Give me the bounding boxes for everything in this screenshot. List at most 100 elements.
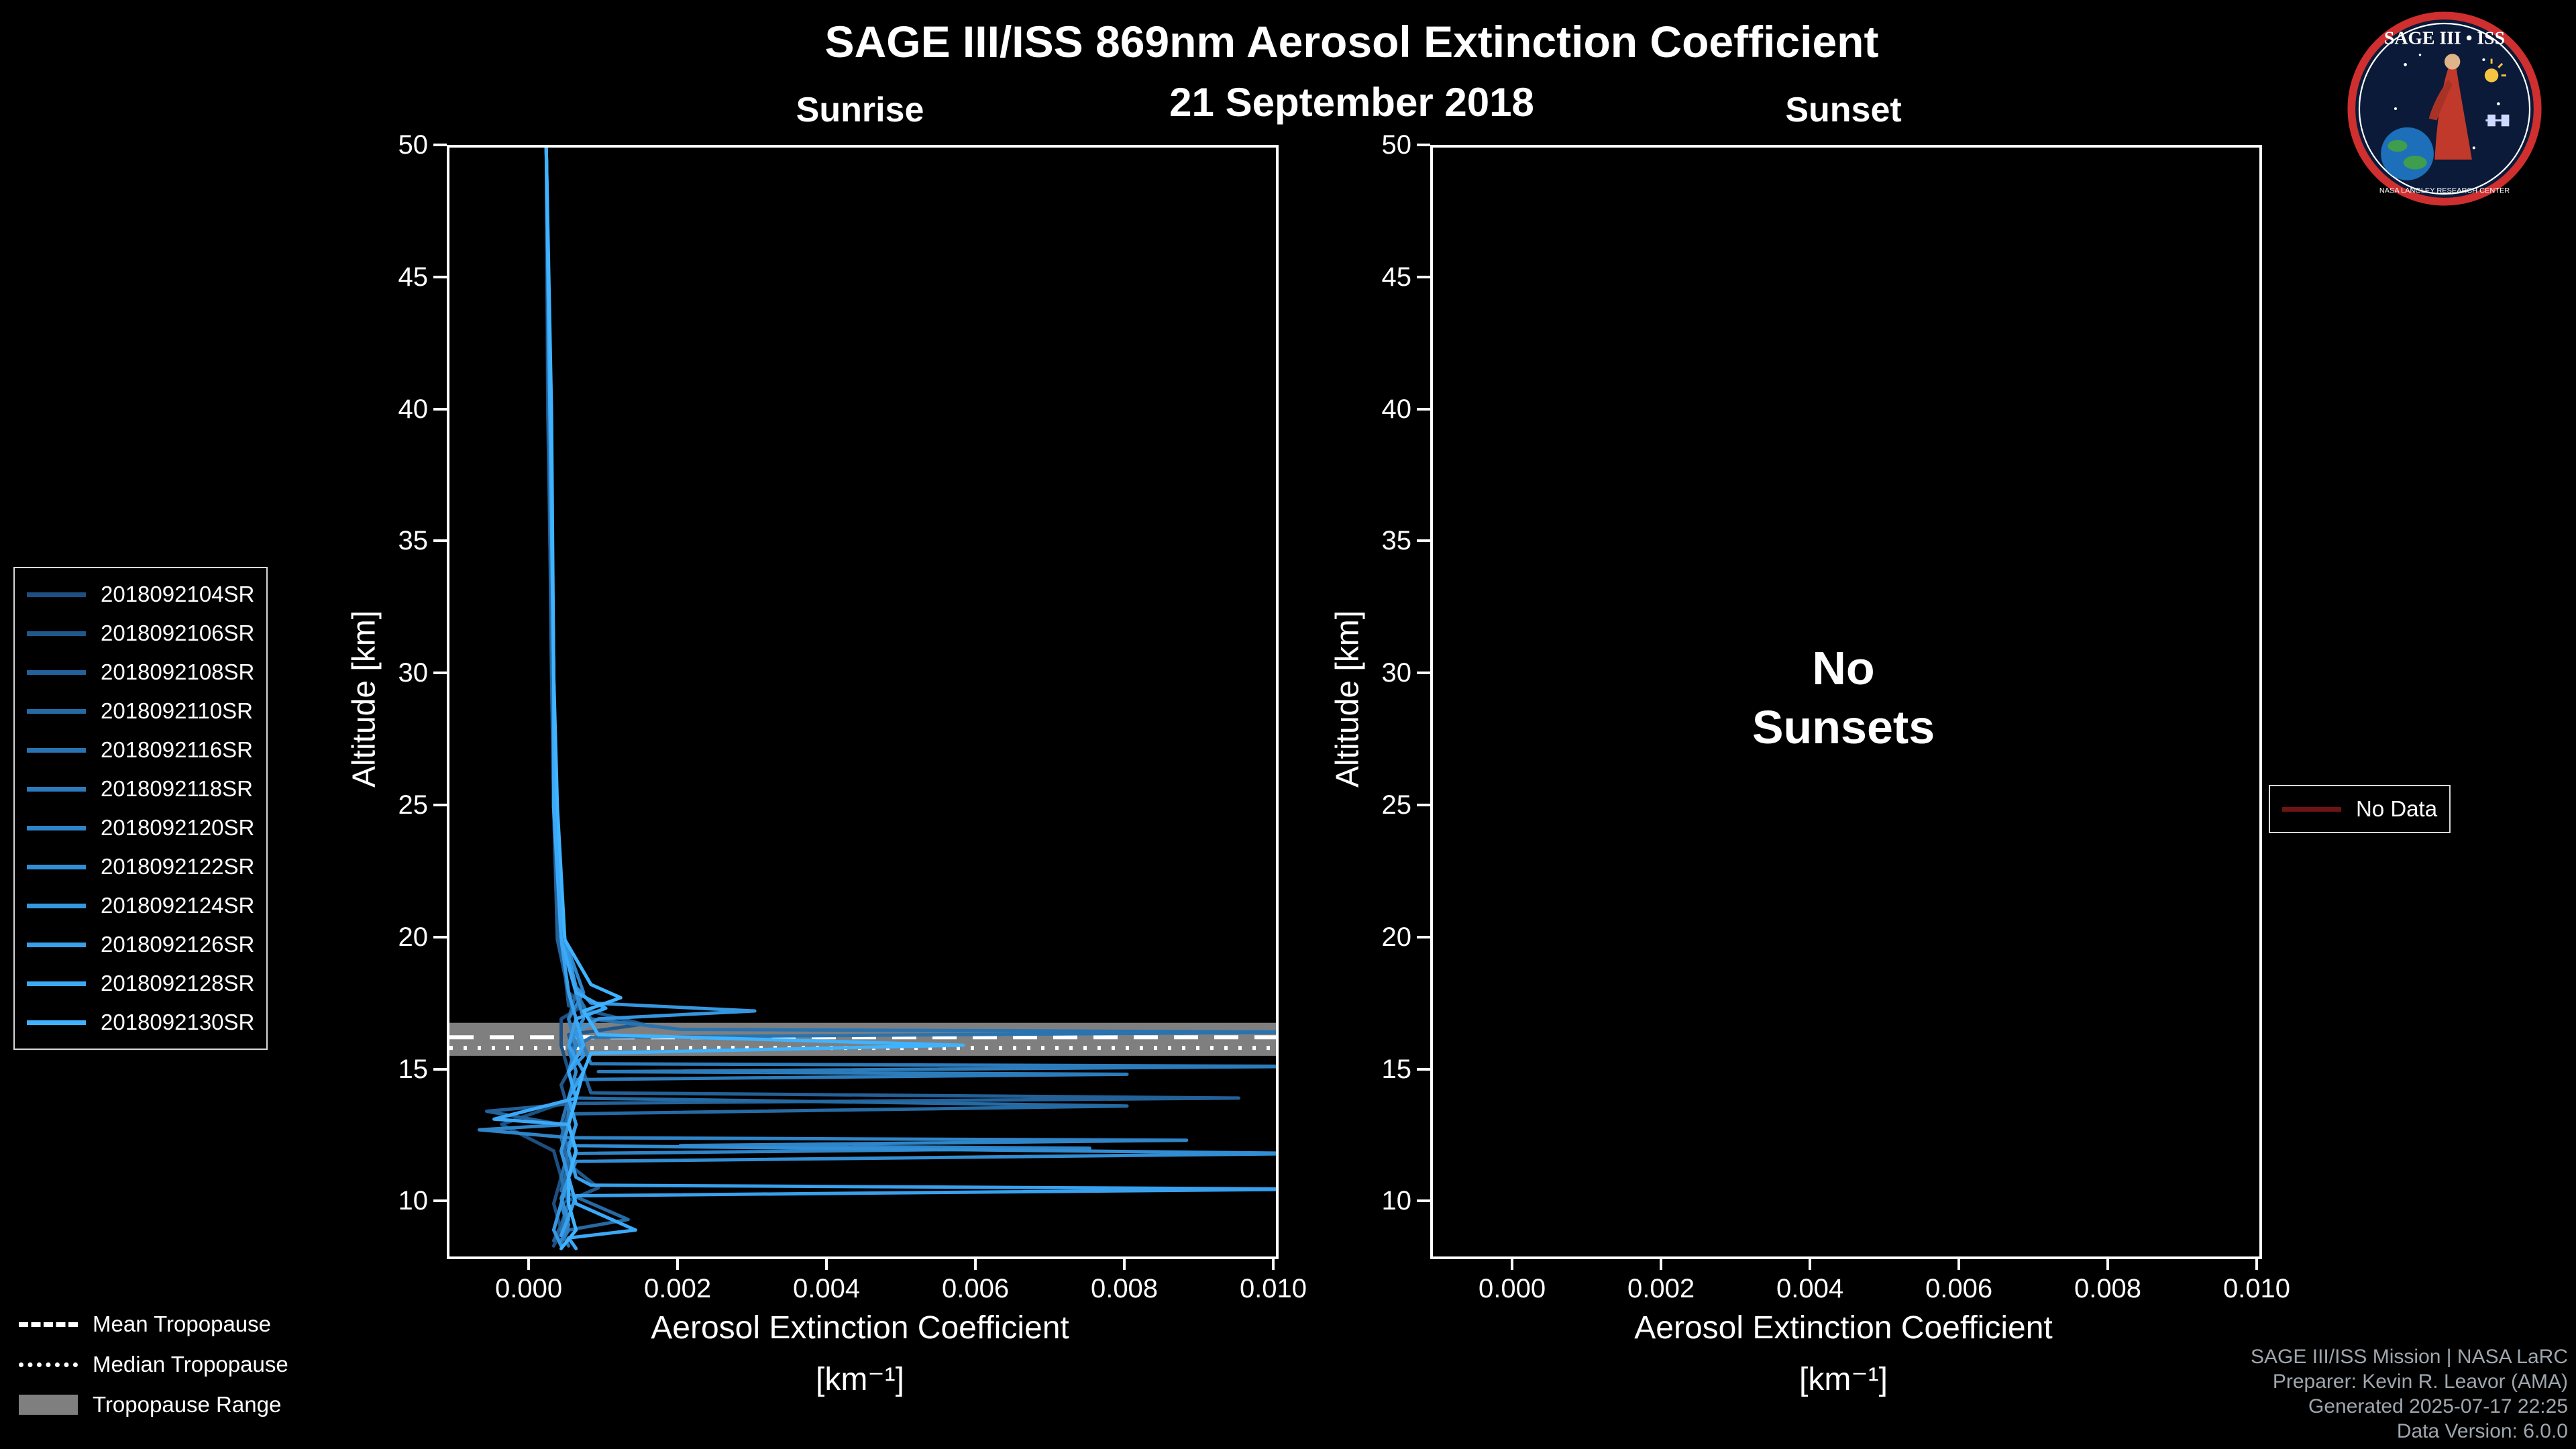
sunset-ytick-mark: [1417, 935, 1430, 938]
sunrise-plot-area: [447, 145, 1279, 1259]
sunset-xtick-mark: [2106, 1256, 2110, 1270]
series-label: 2018092124SR: [101, 893, 255, 918]
sunrise-ytick-label: 20: [398, 922, 429, 952]
sunset-ytick-mark: [1417, 672, 1430, 675]
logo-stars-icon: [2394, 53, 2500, 150]
sunrise-xlabel-units: [km⁻¹]: [816, 1362, 904, 1397]
sunset-ytick-label: 40: [1381, 394, 1412, 424]
sunrise-ytick-mark: [433, 1199, 447, 1203]
series-swatch: [27, 747, 86, 753]
logo-ring-text: NASA LANGLEY RESEARCH CENTER: [2379, 187, 2510, 195]
series-label: 2018092110SR: [101, 698, 253, 723]
sunset-ytick-mark: [1417, 275, 1430, 278]
events-legend-item: 2018092130SR: [27, 1003, 254, 1042]
series-label: 2018092106SR: [101, 621, 255, 645]
sunrise-ytick-label: 30: [398, 658, 429, 688]
sunrise-ytick-label: 40: [398, 394, 429, 424]
sunrise-ytick-mark: [433, 1067, 447, 1071]
sunset-ylabel: Altitude [km]: [1330, 610, 1366, 788]
sunset-ytick-mark: [1417, 1067, 1430, 1071]
sunrise-plot-canvas: [449, 148, 1276, 1250]
series-label: 2018092130SR: [101, 1010, 255, 1034]
sunrise-xtick-label: 0.008: [1090, 1274, 1159, 1303]
sunset-ytick-mark: [1417, 1199, 1430, 1203]
annotation-line: No: [1812, 642, 1875, 694]
sunrise-ytick-mark: [433, 935, 447, 938]
sunset-ytick-mark: [1417, 407, 1430, 411]
sunrise-xtick-label: 0.000: [495, 1274, 563, 1303]
events-legend-item: 2018092128SR: [27, 964, 254, 1003]
sunrise-xtick-mark: [527, 1256, 531, 1270]
events-legend-item: 2018092110SR: [27, 692, 254, 731]
events-legend-item: 2018092108SR: [27, 653, 254, 692]
sunset-xtick-label: 0.004: [1776, 1274, 1844, 1303]
events-legend-item: 2018092116SR: [27, 731, 254, 769]
sunset-ytick-label: 35: [1381, 526, 1412, 556]
series-label: 2018092126SR: [101, 932, 255, 957]
series-label: 2018092108SR: [101, 659, 255, 684]
sunset-ytick-mark: [1417, 803, 1430, 806]
sunrise-xtick-mark: [825, 1256, 828, 1270]
series-swatch: [27, 825, 86, 830]
series-label: 2018092118SR: [101, 776, 253, 801]
credits-line: Generated 2025-07-17 22:25: [2308, 1395, 2568, 1417]
sunset-xlabel: Aerosol Extinction Coefficient: [1634, 1310, 2053, 1346]
dotted-swatch: [19, 1362, 78, 1367]
tropopause-legend-item: Median Tropopause: [19, 1344, 288, 1385]
sunrise-xtick-mark: [974, 1256, 977, 1270]
sunrise-ytick-label: 50: [398, 130, 429, 160]
tropopause-legend-label: Mean Tropopause: [93, 1311, 272, 1336]
no-data-label: No Data: [2356, 796, 2438, 821]
no-data-swatch: [2282, 806, 2341, 812]
events-legend-item: 2018092126SR: [27, 925, 254, 964]
sunrise-ytick-label: 15: [398, 1054, 429, 1084]
series-label: 2018092116SR: [101, 737, 253, 762]
series-swatch: [27, 903, 86, 908]
sunset-xtick-label: 0.000: [1479, 1274, 1546, 1303]
series-line-2018092128SR: [492, 148, 637, 1250]
sunset-xtick-label: 0.006: [1925, 1274, 1993, 1303]
tropopause-legend: Mean Tropopause Median Tropopause Tropopau…: [19, 1304, 288, 1425]
figure-date: 21 September 2018: [1169, 80, 1534, 125]
sunrise-ytick-label: 45: [398, 262, 429, 292]
sunrise-ytick-label: 35: [398, 526, 429, 556]
series-swatch: [27, 669, 86, 675]
annotation-line: Sunsets: [1752, 701, 1935, 753]
sunrise-xtick-mark: [1123, 1256, 1126, 1270]
sunrise-xtick-mark: [676, 1256, 680, 1270]
sunrise-ylabel: Altitude [km]: [346, 610, 382, 788]
events-legend-item: 2018092106SR: [27, 614, 254, 653]
tropopause-legend-item: Tropopause Range: [19, 1385, 288, 1425]
sunset-ytick-label: 25: [1381, 790, 1412, 820]
space-station-icon: [2485, 114, 2510, 127]
events-legend-item: 2018092104SR: [27, 575, 254, 614]
no-data-legend: No Data: [2269, 785, 2451, 833]
series-swatch: [27, 1020, 86, 1025]
series-swatch: [27, 864, 86, 869]
series-label: 2018092104SR: [101, 582, 255, 606]
sunrise-ytick-mark: [433, 407, 447, 411]
series-line-2018092118SR: [544, 148, 1276, 1242]
sunrise-xtick-label: 0.006: [941, 1274, 1010, 1303]
sunset-plot-area: [1430, 145, 2262, 1259]
figure-icon: [2428, 54, 2472, 160]
sunrise-ytick-mark: [433, 672, 447, 675]
series-swatch: [27, 942, 86, 947]
mission-logo: SAGE III • ISS: [2347, 11, 2542, 206]
series-swatch: [27, 592, 86, 597]
sunset-ytick-label: 10: [1381, 1186, 1412, 1216]
sunset-ytick-label: 50: [1381, 130, 1412, 160]
sunset-xtick-mark: [2255, 1256, 2258, 1270]
credits-line: Data Version: 6.0.0: [2396, 1420, 2568, 1442]
patch-swatch: [19, 1395, 78, 1415]
credits-line: SAGE III/ISS Mission | NASA LaRC: [2251, 1346, 2568, 1368]
sun-icon: [2484, 58, 2506, 83]
series-label: 2018092128SR: [101, 971, 255, 996]
credits-block: SAGE III/ISS Mission | NASA LaRC Prepare…: [2251, 1344, 2568, 1444]
series-label: 2018092122SR: [101, 854, 255, 879]
sunset-xtick-mark: [1660, 1256, 1663, 1270]
events-legend-item: 2018092120SR: [27, 808, 254, 847]
sunset-ytick-label: 45: [1381, 262, 1412, 292]
sunset-ytick-mark: [1417, 539, 1430, 543]
